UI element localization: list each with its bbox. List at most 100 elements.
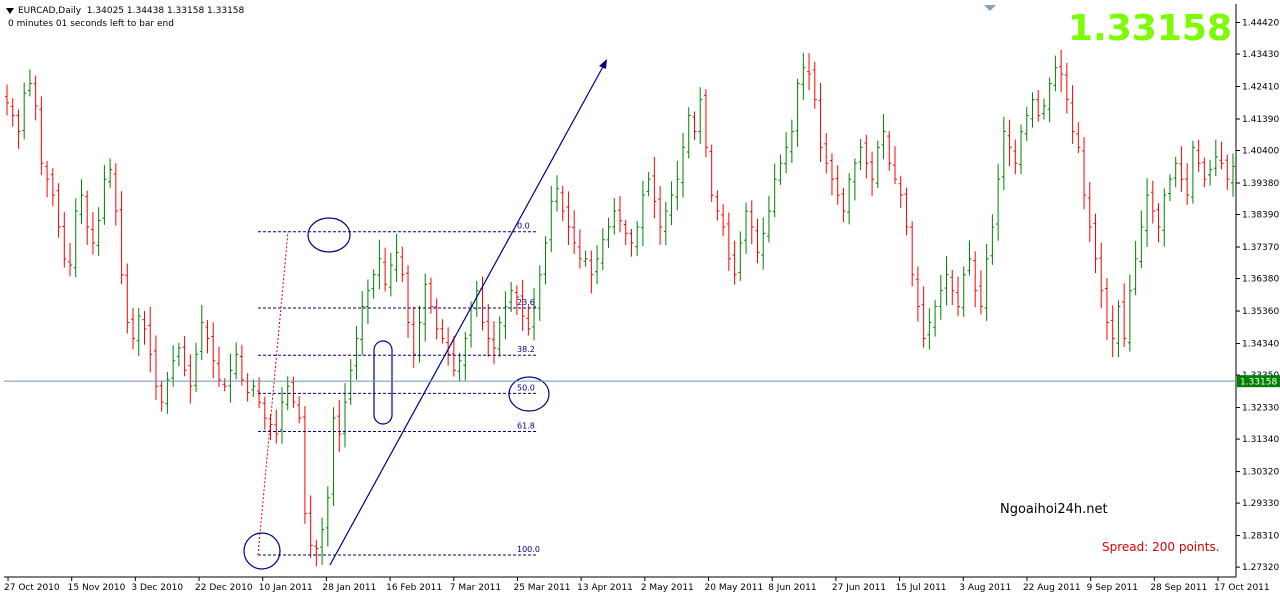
- candle: [784, 132, 789, 174]
- fifty-level-ellipse: [508, 376, 550, 412]
- candle: [1059, 49, 1064, 93]
- price-tick-label: 1.40400: [1242, 147, 1279, 157]
- candle: [73, 198, 78, 278]
- candle: [841, 187, 846, 223]
- candle: [406, 265, 411, 338]
- candle: [343, 383, 348, 448]
- time-tick-label: 3 Dec 2010: [131, 583, 183, 593]
- time-tick-label: 27 Oct 2010: [4, 583, 60, 593]
- candle: [1196, 139, 1201, 172]
- candle: [554, 175, 559, 212]
- price-tick-label: 1.43430: [1242, 50, 1279, 60]
- candle: [302, 406, 307, 524]
- candle: [1007, 119, 1012, 167]
- candle: [640, 180, 645, 247]
- big-price-display: 1.33158: [1068, 8, 1232, 49]
- candle: [56, 183, 61, 238]
- candle: [749, 200, 754, 245]
- current-price-tag: [1237, 375, 1280, 388]
- time-tick-label: 28 Jan 2011: [322, 583, 376, 593]
- candle: [715, 190, 720, 221]
- candle: [526, 305, 531, 336]
- candle: [898, 175, 903, 208]
- chart-menu-arrow-icon[interactable]: [6, 8, 14, 14]
- candle: [744, 202, 749, 254]
- candle: [703, 89, 708, 158]
- candle: [417, 305, 422, 363]
- candle: [1001, 116, 1006, 191]
- price-tick-label: 1.36380: [1242, 275, 1279, 285]
- candle: [1208, 159, 1213, 186]
- candle: [131, 308, 136, 350]
- low-ellipse: [243, 532, 281, 570]
- candle: [68, 243, 73, 277]
- candle: [211, 322, 216, 378]
- candle: [766, 195, 771, 243]
- candle: [400, 246, 405, 283]
- candle: [1231, 153, 1235, 197]
- candle: [1082, 137, 1087, 210]
- candle: [669, 181, 674, 226]
- time-tick-label: 17 Oct 2011: [1214, 583, 1270, 593]
- candle: [176, 343, 181, 367]
- arrowhead-icon: [599, 59, 607, 69]
- candle: [1036, 90, 1041, 122]
- candle: [755, 218, 760, 264]
- candle: [314, 539, 319, 567]
- price-tick-label: 1.32330: [1242, 404, 1279, 414]
- time-tick-label: 27 Jun 2011: [832, 583, 886, 593]
- candle: [1047, 77, 1052, 123]
- candle: [239, 344, 244, 386]
- candle: [39, 96, 44, 176]
- candle: [1053, 55, 1058, 92]
- candle: [90, 212, 95, 255]
- time-tick-label: 7 Mar 2011: [450, 583, 501, 593]
- candle: [62, 212, 67, 268]
- candle: [514, 285, 519, 315]
- candle: [1133, 240, 1138, 296]
- price-tick-label: 1.39380: [1242, 179, 1279, 189]
- candle: [681, 132, 686, 198]
- candle: [1099, 242, 1104, 309]
- candle: [996, 163, 1001, 241]
- candle: [194, 342, 199, 392]
- candle: [125, 263, 130, 334]
- candle: [383, 247, 388, 292]
- spread-info: Spread: 200 points.: [1102, 540, 1220, 554]
- candle: [870, 151, 875, 197]
- candle: [1013, 139, 1018, 175]
- candle: [698, 87, 703, 144]
- candle: [686, 107, 691, 159]
- candle: [377, 239, 382, 290]
- chart-shift-marker-icon[interactable]: [984, 5, 996, 11]
- candle: [961, 266, 966, 317]
- candle: [852, 158, 857, 201]
- candle: [1087, 181, 1092, 242]
- candle: [320, 517, 325, 565]
- time-tick-label: 13 Apr 2011: [577, 583, 633, 593]
- time-tick-label: 3 Aug 2011: [959, 583, 1011, 593]
- candle: [537, 265, 542, 321]
- candle: [577, 229, 582, 269]
- candle: [772, 163, 777, 218]
- candle: [234, 342, 239, 380]
- candle: [543, 236, 548, 285]
- candle: [199, 304, 204, 361]
- candle: [600, 228, 605, 271]
- price-tick-label: 1.37370: [1242, 243, 1279, 253]
- candle: [491, 321, 496, 365]
- fib-level-label: 38.2: [517, 345, 535, 354]
- candle: [245, 373, 250, 402]
- candle: [308, 495, 313, 558]
- candle: [434, 298, 439, 340]
- time-tick-label: 16 Feb 2011: [386, 583, 442, 593]
- candle: [829, 153, 834, 196]
- candle: [652, 156, 657, 219]
- candle: [360, 291, 365, 356]
- price-tick-label: 1.29330: [1242, 499, 1279, 509]
- candle: [618, 195, 622, 233]
- candle: [113, 163, 118, 226]
- candle: [279, 387, 284, 444]
- candle: [658, 186, 663, 245]
